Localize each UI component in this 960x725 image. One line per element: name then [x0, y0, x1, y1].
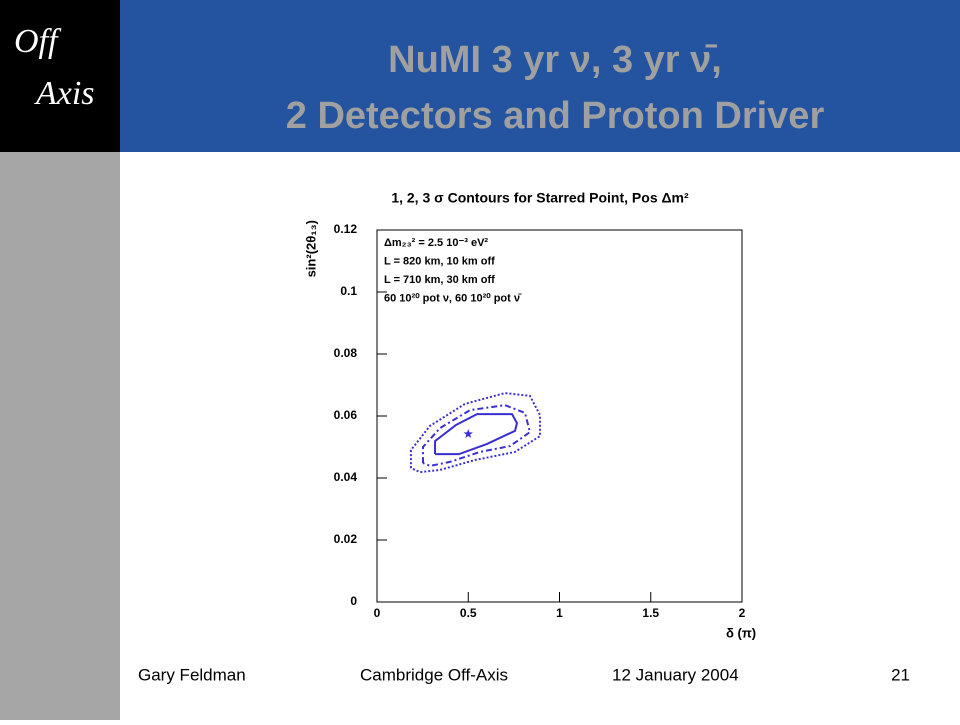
- x-tick-label: 0.5: [460, 606, 477, 620]
- logo-text: Off: [14, 23, 62, 60]
- y-tick-label: 0.08: [334, 346, 358, 360]
- logo-text: Axis: [34, 75, 95, 112]
- annotation: Δm₂₃² = 2.5 10⁻³ eV²: [384, 237, 488, 249]
- slide-title: 2 Detectors and Proton Driver: [286, 95, 825, 137]
- slide-title: NuMI 3 yr ν, 3 yr ν̄,: [388, 39, 722, 81]
- chart: 1, 2, 3 σ Contours for Starred Point, Po…: [303, 190, 756, 641]
- footer-page: 21: [891, 665, 910, 684]
- x-tick-label: 2: [739, 606, 746, 620]
- footer-event: Cambridge Off-Axis: [360, 665, 508, 684]
- y-tick-label: 0.1: [340, 284, 357, 298]
- y-tick-label: 0.12: [334, 222, 358, 236]
- y-axis-label: sin²(2θ₁₃): [303, 220, 318, 277]
- annotation: L = 710 km, 30 km off: [384, 274, 495, 286]
- y-tick-label: 0.02: [334, 532, 358, 546]
- x-axis-label: δ (π): [726, 625, 756, 640]
- star-point: [463, 428, 474, 439]
- y-tick-label: 0: [350, 594, 357, 608]
- x-tick-label: 1.5: [642, 606, 659, 620]
- contour: [421, 404, 532, 467]
- footer-date: 12 January 2004: [612, 665, 739, 684]
- annotation: 60 10²⁰ pot ν, 60 10²⁰ pot ν̄: [384, 292, 522, 304]
- annotation: L = 820 km, 10 km off: [384, 255, 495, 267]
- y-tick-label: 0.04: [334, 470, 358, 484]
- y-tick-label: 0.06: [334, 408, 358, 422]
- logo-box: [0, 0, 120, 152]
- x-tick-label: 0: [374, 606, 381, 620]
- header-band: [120, 0, 960, 152]
- x-tick-label: 1: [556, 606, 563, 620]
- chart-title: 1, 2, 3 σ Contours for Starred Point, Po…: [391, 190, 689, 206]
- contour: [434, 413, 519, 456]
- contour: [409, 392, 541, 474]
- footer-author: Gary Feldman: [138, 665, 246, 684]
